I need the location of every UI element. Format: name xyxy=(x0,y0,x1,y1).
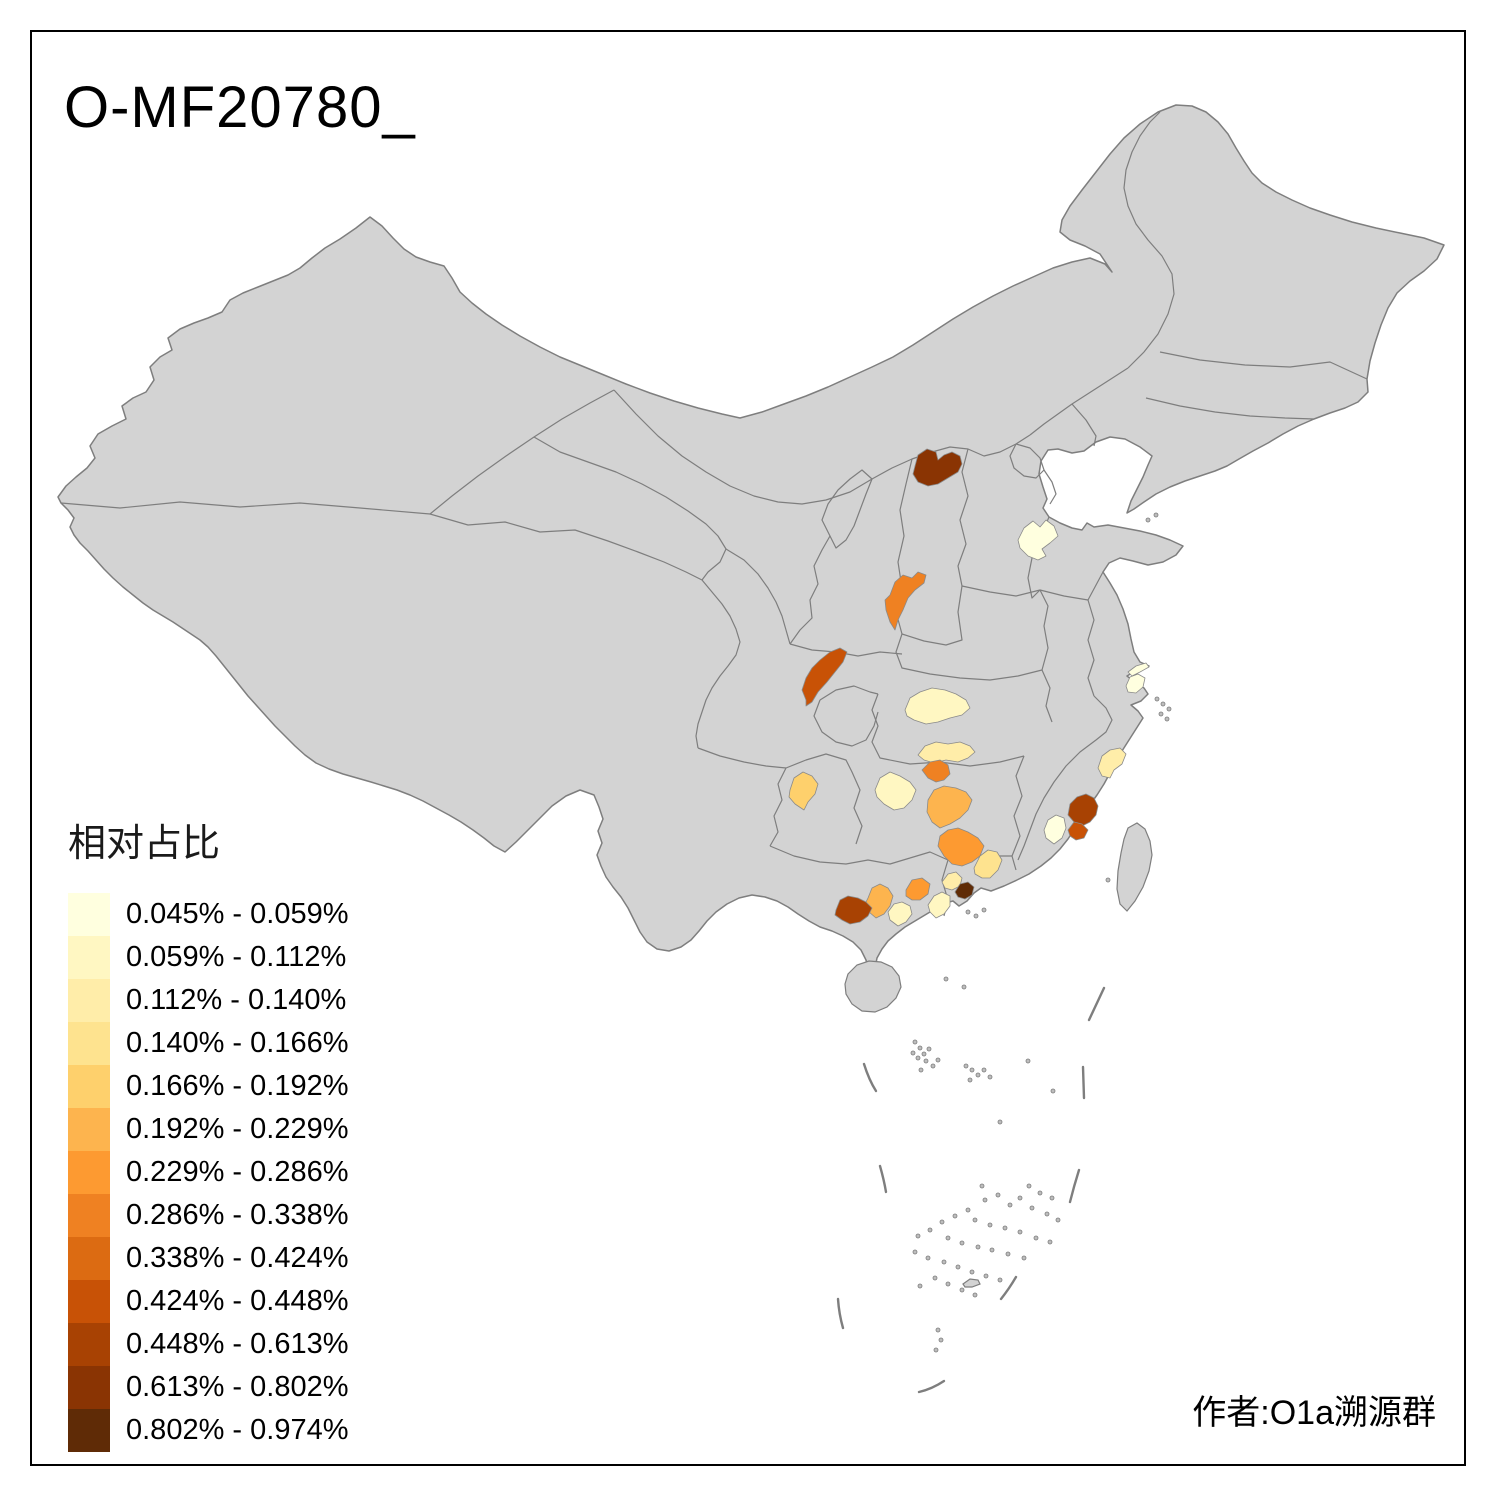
hainan-island xyxy=(844,960,902,1013)
legend-swatch-11 xyxy=(68,1366,110,1409)
region-shanghai-pale xyxy=(1125,662,1150,694)
region-guangxi-nanning-dark xyxy=(834,895,873,925)
legend-row-8: 0.338% - 0.424% xyxy=(68,1237,348,1280)
region-pearl-river-delta-darkbrown xyxy=(954,881,975,900)
legend-swatch-2 xyxy=(68,979,110,1022)
spratly-main-islet xyxy=(962,1278,981,1288)
legend-label-6: 0.229% - 0.286% xyxy=(126,1156,349,1188)
page-title: O-MF20780_ xyxy=(64,75,416,140)
legend-swatch-8 xyxy=(68,1237,110,1280)
china-mainland-outline xyxy=(57,104,1445,986)
region-hunan-west-cream xyxy=(874,771,917,811)
plot-frame xyxy=(30,30,1466,1466)
legend-title: 相对占比 xyxy=(68,823,221,865)
nine-dash-line xyxy=(836,986,1106,1394)
small-island-dots xyxy=(910,512,1172,1353)
legend-row-0: 0.045% - 0.059% xyxy=(68,893,348,936)
legend-swatch-5 xyxy=(68,1108,110,1151)
region-guangxi-center-orange xyxy=(905,877,931,901)
region-guangdong-west-cream xyxy=(927,891,951,919)
legend-label-4: 0.166% - 0.192% xyxy=(126,1070,349,1102)
islands xyxy=(844,512,1172,1353)
legend-label-7: 0.286% - 0.338% xyxy=(126,1199,349,1231)
legend-row-4: 0.166% - 0.192% xyxy=(68,1065,348,1108)
region-hunan-center-orange xyxy=(921,759,951,783)
attribution-text: 作者:O1a溯源群 xyxy=(1192,1394,1436,1432)
region-inner-mongolia-hohhot xyxy=(912,448,963,487)
legend-row-2: 0.112% - 0.140% xyxy=(68,979,348,1022)
legend-label-8: 0.338% - 0.424% xyxy=(126,1242,349,1274)
legend-swatch-9 xyxy=(68,1280,110,1323)
taiwan-island xyxy=(1116,822,1153,912)
legend-swatch-10 xyxy=(68,1323,110,1366)
region-fujian-xiamen-dark xyxy=(1067,821,1089,841)
legend-swatch-1 xyxy=(68,936,110,979)
legend-row-7: 0.286% - 0.338% xyxy=(68,1194,348,1237)
region-fujian-west-cream xyxy=(1043,814,1067,845)
region-guangxi-southeast-cream xyxy=(887,901,913,927)
legend-swatch-12 xyxy=(68,1409,110,1452)
legend-row-3: 0.140% - 0.166% xyxy=(68,1022,348,1065)
legend-label-12: 0.802% - 0.974% xyxy=(126,1414,349,1446)
region-guangxi-wuzhou-paleyellow xyxy=(941,871,963,891)
region-shaanxi-south-dark-orange xyxy=(801,647,848,707)
legend-label-10: 0.448% - 0.613% xyxy=(126,1328,349,1360)
legend-row-1: 0.059% - 0.112% xyxy=(68,936,348,979)
legend-row-11: 0.613% - 0.802% xyxy=(68,1366,348,1409)
legend-row-12: 0.802% - 0.974% xyxy=(68,1409,348,1452)
legend-swatch-0 xyxy=(68,893,110,936)
legend-row-5: 0.192% - 0.229% xyxy=(68,1108,348,1151)
legend-label-5: 0.192% - 0.229% xyxy=(126,1113,349,1145)
region-hunan-south-orange xyxy=(926,785,973,829)
legend-swatch-3 xyxy=(68,1022,110,1065)
province-borders xyxy=(60,111,1368,917)
region-hubei-northwest-cream xyxy=(904,687,971,725)
legend: 相对占比 0.045% - 0.059% 0.059% - 0.112% 0.112… xyxy=(68,812,348,1452)
legend-label-1: 0.059% - 0.112% xyxy=(126,941,347,973)
region-guangdong-east-paleyellow xyxy=(973,849,1003,879)
region-hebei-south-pale xyxy=(1017,519,1059,561)
legend-label-9: 0.424% - 0.448% xyxy=(126,1285,349,1317)
legend-row-9: 0.424% - 0.448% xyxy=(68,1280,348,1323)
region-guizhou-center-lightorange xyxy=(788,771,819,811)
legend-label-2: 0.112% - 0.140% xyxy=(126,984,347,1016)
legend-label-3: 0.140% - 0.166% xyxy=(126,1027,349,1059)
legend-swatch-6 xyxy=(68,1151,110,1194)
legend-label-11: 0.613% - 0.802% xyxy=(126,1371,349,1403)
legend-row-6: 0.229% - 0.286% xyxy=(68,1151,348,1194)
legend-label-0: 0.045% - 0.059% xyxy=(126,898,349,930)
choropleth-regions xyxy=(788,448,1150,927)
legend-swatch-4 xyxy=(68,1065,110,1108)
legend-bins: 0.045% - 0.059% 0.059% - 0.112% 0.112% - 0… xyxy=(68,893,348,1452)
legend-swatch-7 xyxy=(68,1194,110,1237)
region-shanxi-south-orange xyxy=(884,571,927,631)
region-fujian-fuzhou-paleyellow xyxy=(1097,747,1127,779)
legend-row-10: 0.448% - 0.613% xyxy=(68,1323,348,1366)
